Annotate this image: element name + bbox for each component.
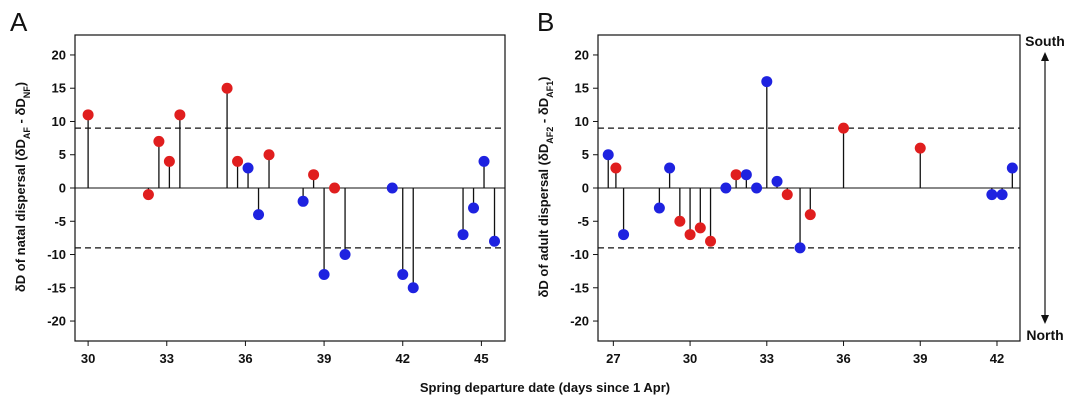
panel-b-ytick-label: 10 <box>575 114 589 129</box>
panel-a-point-blue <box>478 155 490 167</box>
panel-a-point-red <box>163 155 175 167</box>
panel-b-point-red <box>838 122 850 134</box>
panel-b-xtick-label: 39 <box>913 351 927 366</box>
panel-a-point-red <box>142 189 154 201</box>
panel-a-point-blue <box>253 209 265 221</box>
panel-a-ytick-label: -5 <box>54 214 66 229</box>
panel-b-point-blue <box>996 189 1008 201</box>
panel-a-point-red <box>263 149 275 161</box>
panel-b-ytick-label: -15 <box>570 280 589 295</box>
panel-b-point-blue <box>761 76 773 88</box>
panel-b-ylabel: δD of adult dispersal (δDAF2 - δDAF1) <box>536 77 555 298</box>
panel-a-point-red <box>308 169 320 181</box>
panel-a-point-red <box>174 109 186 121</box>
panel-b-point-blue <box>771 175 783 187</box>
x-axis-title: Spring departure date (days since 1 Apr) <box>420 380 670 395</box>
panel-a-point-blue <box>397 268 409 280</box>
panel-b-point-blue <box>794 242 806 254</box>
panel-b-point-red <box>705 235 717 247</box>
panel-a-point-blue <box>297 195 309 207</box>
panel-b-point-red <box>804 209 816 221</box>
panel-a-point-blue <box>339 249 351 261</box>
panel-a-xtick-label: 39 <box>317 351 331 366</box>
panel-a-xtick-label: 45 <box>474 351 488 366</box>
panel-b-ytick-label: 20 <box>575 47 589 62</box>
panel-a-xtick-label: 42 <box>396 351 410 366</box>
panel-b-ytick-label: 0 <box>582 181 589 196</box>
panel-b-xtick-label: 36 <box>836 351 850 366</box>
panel-a-letter: A <box>10 7 28 37</box>
panel-a-ytick-label: -15 <box>47 280 66 295</box>
panel-b-plot-area: -20 -15 -10 -5 0 5 10 15 20 27 30 33 36 39 42 <box>570 34 1021 366</box>
panel-b-point-blue <box>751 182 763 194</box>
panel-a-point-red <box>153 135 165 147</box>
panel-b-point-blue <box>1006 162 1018 174</box>
panel-a-point-red <box>329 182 341 194</box>
panel-a-point-blue <box>489 235 501 247</box>
panel-b: B δD of adult dispersal (δDAF2 - δDAF1) … <box>536 7 1021 366</box>
panel-b-ytick-label: -10 <box>570 247 589 262</box>
panel-b-ytick-label: -20 <box>570 314 589 329</box>
panel-a-point-blue <box>386 182 398 194</box>
north-south-arrow-up-icon <box>1041 52 1049 61</box>
panel-a-xtick-label: 36 <box>238 351 252 366</box>
panel-b-ytick-label: 15 <box>575 81 589 96</box>
panel-a-ytick-label: 15 <box>52 81 66 96</box>
north-south-arrow-down-icon <box>1041 315 1049 324</box>
panel-a: A δD of natal dispersal (δDAF - δDNF) -2… <box>10 7 506 366</box>
panel-b-point-blue <box>618 229 630 241</box>
panel-b-point-red <box>694 222 706 234</box>
panel-b-point-blue <box>720 182 732 194</box>
panel-a-point-blue <box>242 162 254 174</box>
panel-b-xtick-label: 42 <box>990 351 1004 366</box>
panel-a-point-red <box>221 82 233 94</box>
panel-a-point-red <box>232 155 244 167</box>
panel-a-point-blue <box>468 202 480 214</box>
panel-a-ytick-label: 10 <box>52 114 66 129</box>
panel-a-ytick-label: 5 <box>59 147 66 162</box>
panel-b-point-red <box>781 189 793 201</box>
panel-a-xtick-label: 33 <box>160 351 174 366</box>
panel-a-point-red <box>82 109 94 121</box>
panel-b-xtick-label: 30 <box>683 351 697 366</box>
panel-b-point-red <box>914 142 926 154</box>
panel-a-point-blue <box>457 229 469 241</box>
panel-b-point-blue <box>986 189 998 201</box>
panel-b-point-blue <box>740 169 752 181</box>
panel-b-ytick-label: 5 <box>582 147 589 162</box>
panel-a-ytick-label: -10 <box>47 247 66 262</box>
panel-b-point-red <box>684 229 696 241</box>
panel-b-point-blue <box>653 202 665 214</box>
panel-a-xtick-label: 30 <box>81 351 95 366</box>
north-label: North <box>1026 327 1063 343</box>
panel-b-point-red <box>610 162 622 174</box>
panel-a-plot-area: -20 -15 -10 -5 0 5 10 15 20 30 33 36 39 42 45 <box>47 34 506 366</box>
direction-indicator: South North <box>1025 33 1065 343</box>
panel-b-ytick-label: -5 <box>577 214 589 229</box>
panel-a-ylabel: δD of natal dispersal (δDAF - δDNF) <box>13 82 32 292</box>
panel-a-ytick-label: 20 <box>52 47 66 62</box>
panel-a-ytick-label: 0 <box>59 181 66 196</box>
panel-a-point-blue <box>407 282 419 294</box>
south-label: South <box>1025 33 1065 49</box>
panel-b-point-red <box>674 215 686 227</box>
panel-b-point-red <box>730 169 742 181</box>
panel-a-point-blue <box>318 268 330 280</box>
panel-b-letter: B <box>537 7 554 37</box>
panel-b-xtick-label: 33 <box>760 351 774 366</box>
panel-b-point-blue <box>664 162 676 174</box>
panel-b-point-blue <box>602 149 614 161</box>
panel-b-xtick-label: 27 <box>606 351 620 366</box>
panel-a-ytick-label: -20 <box>47 314 66 329</box>
